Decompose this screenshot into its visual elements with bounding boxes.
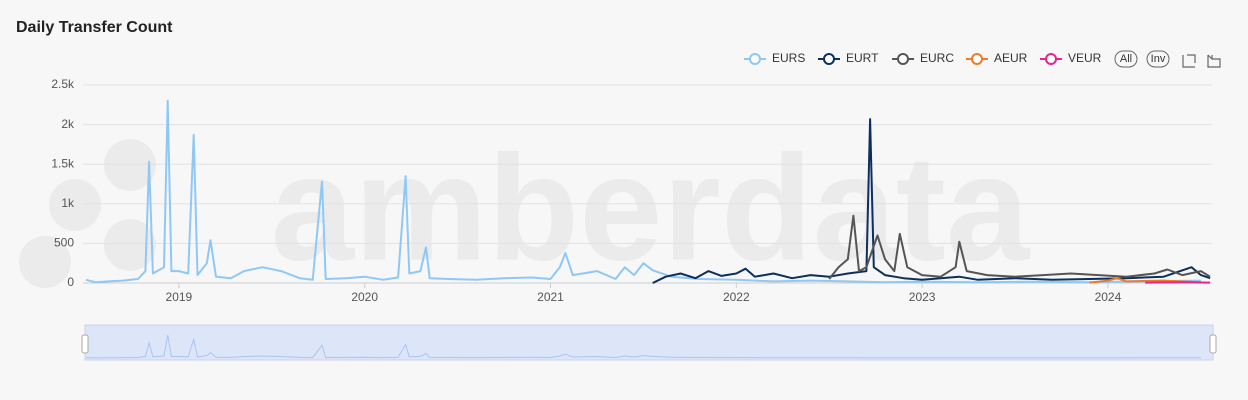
y-tick-label: 1.5k (51, 156, 75, 170)
series-line (828, 214, 1211, 280)
series-line (652, 118, 1211, 284)
legend-button[interactable]: Inv (1146, 50, 1170, 68)
button-label: All (1120, 53, 1132, 65)
legend-marker (1045, 53, 1057, 65)
navigator-handle[interactable] (1209, 334, 1217, 354)
navigator-line (85, 334, 1201, 359)
legend-marker (971, 53, 983, 65)
legend-label: AEUR (994, 51, 1028, 65)
button-label: Inv (1151, 53, 1166, 65)
x-tick-label: 2021 (537, 290, 564, 304)
legend-button[interactable]: All (1114, 50, 1138, 68)
chart-title: Daily Transfer Count (16, 19, 173, 36)
x-tick-label: 2023 (909, 290, 936, 304)
legend-marker (749, 53, 761, 65)
navigator[interactable] (81, 324, 1217, 361)
legend-marker (897, 53, 909, 65)
legend-item[interactable]: AEUR (966, 51, 1028, 65)
y-tick-label: 500 (54, 236, 74, 250)
legend-marker (823, 53, 835, 65)
x-tick-label: 2024 (1095, 290, 1122, 304)
x-tick-label: 2022 (723, 290, 750, 304)
series-line (85, 99, 1201, 284)
y-tick-label: 1k (61, 196, 75, 210)
legend-item[interactable]: EURC (892, 51, 954, 65)
navigator-handle[interactable] (81, 334, 89, 354)
legend-item[interactable]: VEUR (1040, 51, 1102, 65)
legend-label: EURT (846, 51, 879, 65)
restore-icon[interactable] (1207, 54, 1221, 68)
button-frame (1114, 50, 1138, 68)
navigator-window[interactable] (84, 324, 1214, 361)
watermark: amberdata (271, 124, 1031, 292)
button-frame (1146, 50, 1170, 68)
x-tick-label: 2019 (166, 290, 193, 304)
legend-label: EURC (920, 51, 954, 65)
legend-label: EURS (772, 51, 805, 65)
zoom-icons[interactable] (1182, 54, 1221, 68)
y-tick-label: 2.5k (51, 77, 75, 91)
legend-item[interactable]: EURS (744, 51, 805, 65)
series-line (1089, 277, 1201, 284)
y-tick-label: 2k (61, 117, 75, 131)
legend-label: VEUR (1068, 51, 1102, 65)
zoom-icon[interactable] (1182, 54, 1196, 68)
x-tick-label: 2020 (351, 290, 378, 304)
watermark-logo (19, 139, 156, 288)
y-tick-label: 0 (67, 275, 74, 289)
legend-item[interactable]: EURT (818, 51, 879, 65)
